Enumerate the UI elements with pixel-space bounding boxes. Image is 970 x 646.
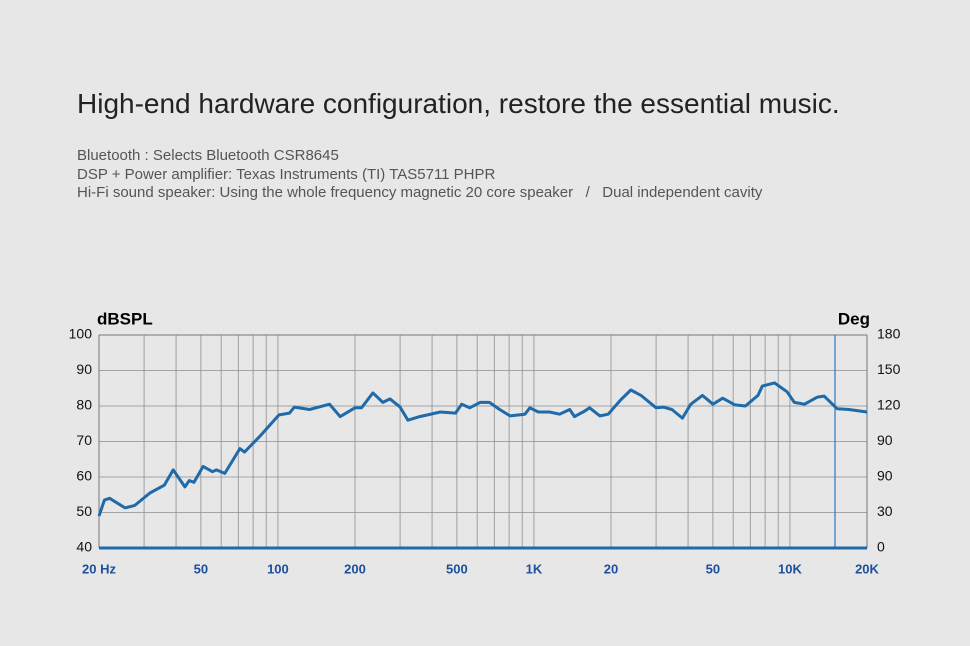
y-tick-label: 60 (76, 468, 92, 484)
x-tick-label: 500 (446, 561, 468, 576)
y-tick-label: 50 (76, 503, 92, 519)
spec-line: Bluetooth : Selects Bluetooth CSR8645 (77, 147, 339, 164)
x-tick-label: 1K (526, 561, 543, 576)
x-tick-label: 50 (706, 561, 720, 576)
x-tick-label: 20 Hz (82, 561, 116, 576)
y2-tick-label: 120 (877, 397, 901, 413)
y-tick-label: 100 (69, 326, 93, 342)
x-tick-label: 50 (194, 561, 208, 576)
y2-tick-label: 90 (877, 468, 893, 484)
y2-tick-label: 90 (877, 432, 893, 448)
x-tick-label: 20K (855, 561, 879, 576)
y2-tick-label: 180 (877, 326, 901, 342)
x-tick-label: 10K (778, 561, 802, 576)
spec-line: Hi-Fi sound speaker: Using the whole fre… (77, 184, 763, 201)
spec-line: DSP + Power amplifier: Texas Instruments… (77, 166, 496, 183)
x-tick-label: 100 (267, 561, 289, 576)
y-tick-label: 40 (76, 539, 92, 555)
x-tick-label: 200 (344, 561, 366, 576)
x-tick-label: 20 (604, 561, 618, 576)
y2-tick-label: 150 (877, 361, 901, 377)
response-curve (97, 381, 868, 517)
y2-tick-label: 30 (877, 503, 893, 519)
y2-axis-label: Deg (838, 309, 870, 328)
y-tick-label: 70 (76, 432, 92, 448)
y2-tick-label: 0 (877, 539, 885, 555)
y-axis-label: dBSPL (97, 309, 153, 328)
headline: High-end hardware configuration, restore… (77, 88, 840, 119)
y-tick-label: 90 (76, 361, 92, 377)
y-tick-label: 80 (76, 397, 92, 413)
